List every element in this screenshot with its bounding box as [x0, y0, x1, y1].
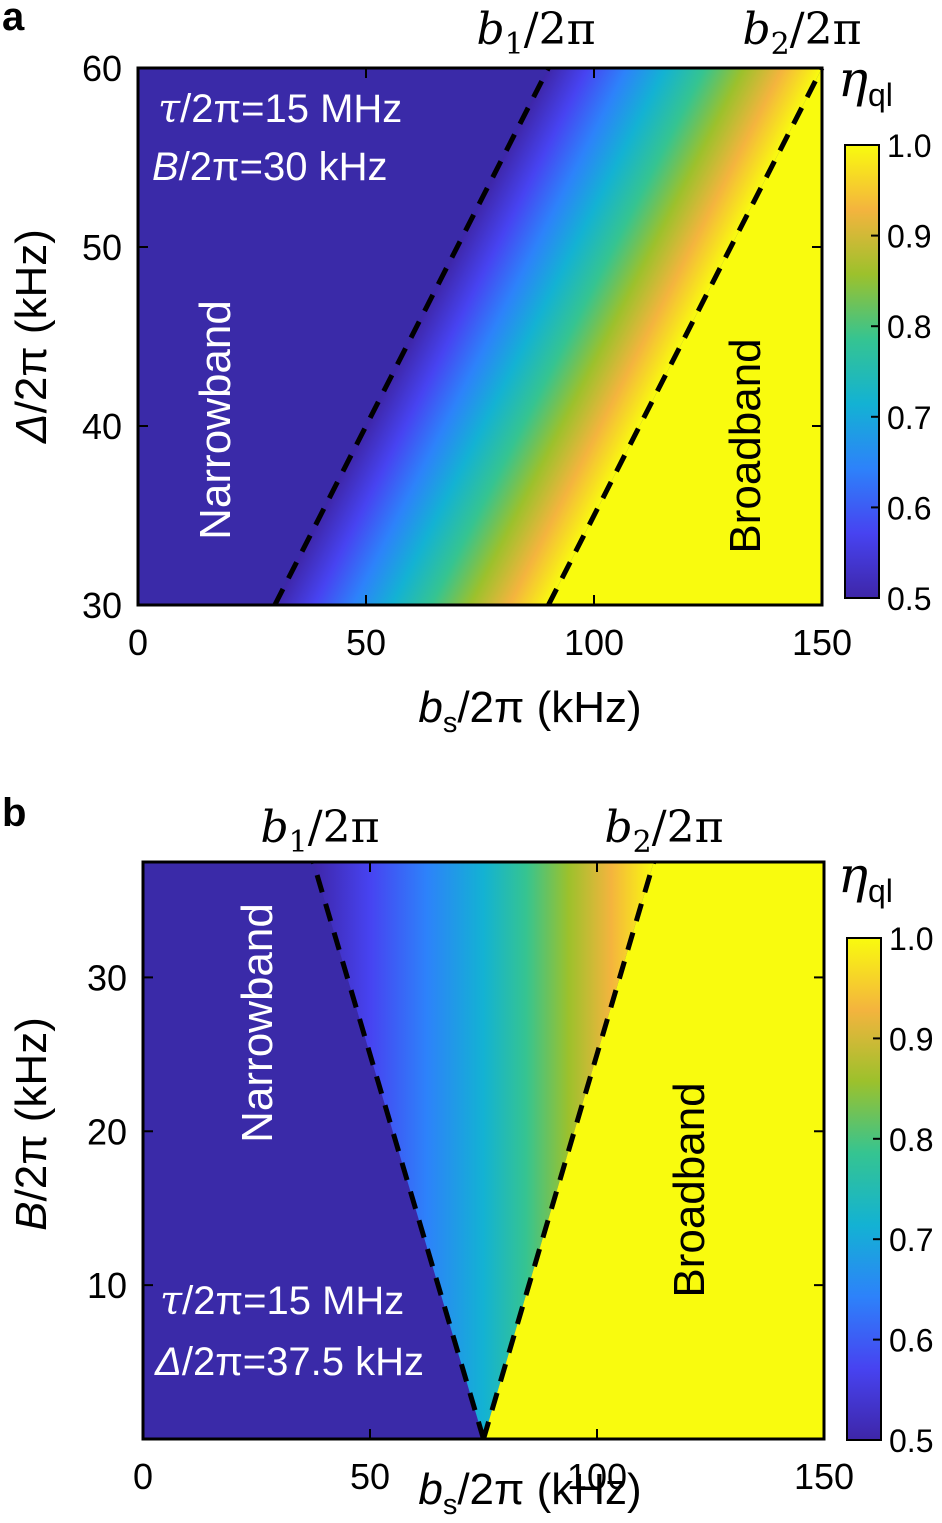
panel-b-colorbar: [846, 937, 882, 1441]
panel-b-colorbar-label: ηql: [838, 846, 893, 909]
panel-b-delta-annotation: Δ/2π=37.5 kHz: [154, 1340, 424, 1384]
panel-a-label: a: [2, 0, 25, 39]
x-tick-label: 150: [794, 1456, 854, 1497]
panel-a-colorbar-ticks: 0.5 0.6 0.7 0.8 0.9 1.0: [871, 128, 931, 617]
colorbar-tick-label: 0.9: [889, 1021, 933, 1057]
panel-a-b-annotation: B/2π=30 kHz: [152, 145, 388, 189]
panel-a-y-ticks: 30 40 50 60: [82, 48, 822, 626]
x-tick-label: 50: [346, 622, 386, 663]
panel-b-y-axis-label: B/2π (kHz): [7, 1017, 56, 1231]
panel-b-x-axis-label: bs/2π (kHz): [418, 1465, 641, 1521]
x-tick-label: 0: [133, 1456, 153, 1497]
colorbar-tick-label: 0.5: [887, 581, 931, 617]
panel-b-y-ticks: 10 20 30: [87, 957, 824, 1306]
colorbar-tick-label: 0.7: [889, 1222, 933, 1258]
y-tick-label: 10: [87, 1265, 127, 1306]
panel-a-b1-boundary: [272, 66, 551, 607]
colorbar-tick-label: 1.0: [889, 921, 933, 957]
x-tick-label: 0: [128, 622, 148, 663]
y-tick-label: 50: [82, 227, 122, 268]
x-tick-label: 150: [792, 622, 852, 663]
panel-a-colorbar: [844, 144, 880, 599]
colorbar-tick-label: 0.6: [887, 490, 931, 526]
panel-a-broadband-label: Broadband: [721, 338, 770, 553]
panel-b-b2-boundary: [481, 861, 657, 1440]
panel-b-plot-frame: [141, 860, 826, 1441]
panel-b-broadband-region: [483, 862, 824, 1439]
panel-a-transition-band: [274, 68, 822, 605]
panel-b-colorbar-ticks: 0.5 0.6 0.7 0.8 0.9 1.0: [873, 921, 933, 1459]
panel-b-narrowband-label: Narrowband: [233, 903, 282, 1143]
panel-b: b 0 50 100 150 10 20 30 bs/2π (kHz) B/2π (kHz…: [2, 791, 933, 1521]
panel-a-tau-annotation: τ/2π=15 MHz: [158, 86, 402, 132]
panel-b-tau-annotation: τ/2π=15 MHz: [160, 1278, 404, 1324]
x-tick-label: 100: [564, 622, 624, 663]
panel-b-b1-boundary: [310, 861, 486, 1440]
panel-a-b1-label: b1/2π: [476, 4, 595, 62]
panel-b-b2-label: b2/2π: [604, 802, 723, 860]
y-tick-label: 60: [82, 48, 122, 89]
panel-a-narrowband-label: Narrowband: [191, 300, 240, 540]
panel-a-y-axis-label: Δ/2π (kHz): [7, 229, 56, 444]
panel-a: a 0 50 100 150 30 40 50 60 bs/2π (kHz) Δ/2π (k…: [2, 0, 931, 739]
y-tick-label: 40: [82, 406, 122, 447]
panel-b-x-ticks: 0 50 100 150: [133, 862, 854, 1497]
panel-b-label: b: [2, 791, 26, 835]
colorbar-tick-label: 1.0: [887, 128, 931, 164]
panel-a-b2-label: b2/2π: [742, 4, 861, 62]
y-tick-label: 30: [82, 585, 122, 626]
panel-b-broadband-label: Broadband: [665, 1082, 714, 1297]
y-tick-label: 20: [87, 1111, 127, 1152]
panel-a-x-axis-label: bs/2π (kHz): [418, 683, 641, 739]
x-tick-label: 100: [567, 1456, 627, 1497]
panel-a-plot-frame: [136, 66, 824, 607]
panel-a-colorbar-label: ηql: [838, 50, 893, 113]
panel-a-b2-boundary: [546, 66, 825, 607]
x-tick-label: 50: [350, 1456, 390, 1497]
panel-b-b1-label: b1/2π: [260, 802, 379, 860]
colorbar-tick-label: 0.6: [889, 1323, 933, 1359]
panel-a-x-ticks: 0 50 100 150: [128, 68, 852, 663]
colorbar-tick-label: 0.9: [887, 219, 931, 255]
colorbar-tick-label: 0.7: [887, 400, 931, 436]
colorbar-tick-label: 0.8: [889, 1122, 933, 1158]
colorbar-tick-label: 0.5: [889, 1423, 933, 1459]
colorbar-tick-label: 0.8: [887, 309, 931, 345]
y-tick-label: 30: [87, 957, 127, 998]
